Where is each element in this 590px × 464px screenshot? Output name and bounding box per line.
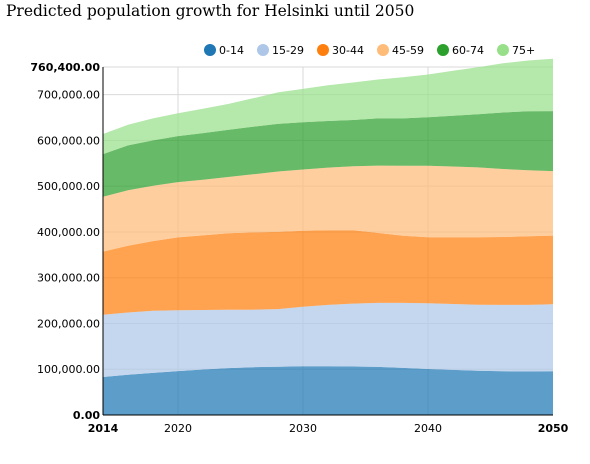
- legend-label: 60-74: [452, 44, 484, 57]
- legend-label: 75+: [512, 44, 535, 57]
- chart-title: Predicted population growth for Helsinki…: [6, 2, 415, 20]
- legend[interactable]: 0-14 15-29 30-44 45-59 60-74 75+: [204, 44, 535, 57]
- y-tick-label: 600,000.00: [37, 134, 100, 147]
- y-tick-label: 200,000.00: [37, 317, 100, 330]
- legend-item-15-29[interactable]: 15-29: [257, 44, 304, 57]
- legend-swatch: [377, 44, 389, 56]
- legend-item-30-44[interactable]: 30-44: [317, 44, 364, 57]
- x-tick-label: 2050: [538, 422, 569, 435]
- legend-swatch: [204, 44, 216, 56]
- legend-swatch: [257, 44, 269, 56]
- legend-item-60-74[interactable]: 60-74: [437, 44, 484, 57]
- legend-swatch: [317, 44, 329, 56]
- legend-label: 45-59: [392, 44, 424, 57]
- x-tick-label: 2040: [414, 422, 442, 435]
- area-layer: [103, 58, 553, 415]
- legend-label: 0-14: [219, 44, 244, 57]
- legend-swatch: [437, 44, 449, 56]
- legend-label: 30-44: [332, 44, 364, 57]
- y-tick-label: 760,400.00: [30, 61, 100, 74]
- y-tick-label: 0.00: [73, 409, 100, 422]
- area-series-30-44[interactable]: [103, 230, 553, 315]
- area-series-0-14[interactable]: [103, 366, 553, 415]
- y-tick-label: 100,000.00: [37, 363, 100, 376]
- area-series-60-74[interactable]: [103, 111, 553, 197]
- area-series-75+[interactable]: [103, 58, 553, 155]
- x-tick-label: 2030: [289, 422, 317, 435]
- y-tick-label: 300,000.00: [37, 272, 100, 285]
- legend-swatch: [497, 44, 509, 56]
- legend-item-0-14[interactable]: 0-14: [204, 44, 244, 57]
- x-tick-label: 2020: [164, 422, 192, 435]
- y-tick-label: 500,000.00: [37, 180, 100, 193]
- axis-layer: 0.00 100,000.00 200,000.00 300,000.00 400,00…: [30, 61, 568, 435]
- legend-label: 15-29: [272, 44, 304, 57]
- y-tick-label: 700,000.00: [37, 89, 100, 102]
- legend-item-45-59[interactable]: 45-59: [377, 44, 424, 57]
- y-tick-label: 400,000.00: [37, 226, 100, 239]
- area-series-15-29[interactable]: [103, 302, 553, 377]
- area-series-45-59[interactable]: [103, 165, 553, 252]
- legend-item-75+[interactable]: 75+: [497, 44, 535, 57]
- x-tick-label: 2014: [88, 422, 119, 435]
